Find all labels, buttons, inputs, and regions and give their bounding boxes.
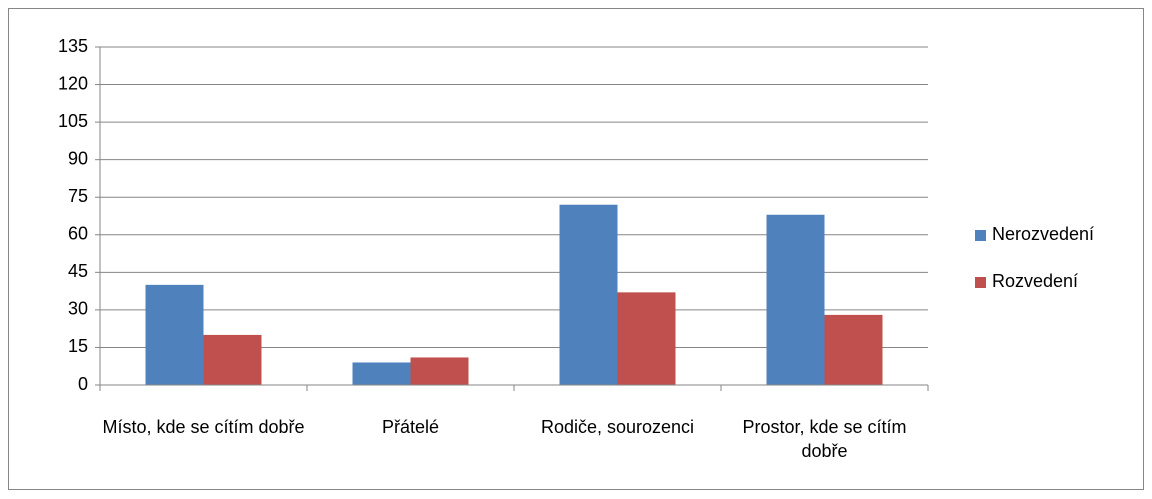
y-tick-label: 120: [58, 73, 88, 93]
bar: [617, 292, 676, 385]
x-tick-label: Přátelé: [381, 417, 440, 437]
x-tick-label: Rodiče, sourozenci: [540, 417, 695, 437]
x-tick-label: Prostor, kde se cítím dobře: [742, 417, 907, 461]
y-tick-label: 30: [68, 299, 88, 319]
bar: [559, 204, 618, 385]
y-tick-label: 45: [68, 261, 88, 281]
bar: [352, 362, 411, 385]
legend-label: Nerozvedení: [992, 224, 1094, 244]
bar: [145, 284, 204, 385]
legend-swatch: [975, 277, 986, 288]
bar: [824, 314, 883, 385]
legend-label: Rozvedení: [992, 271, 1078, 291]
bar: [766, 214, 825, 385]
bar: [203, 334, 262, 385]
y-tick-label: 0: [78, 374, 88, 394]
y-tick-label: 135: [58, 36, 88, 56]
legend-swatch: [975, 230, 986, 241]
y-tick-label: 15: [68, 336, 88, 356]
y-tick-label: 75: [68, 186, 88, 206]
y-tick-label: 105: [58, 111, 88, 131]
x-tick-label: Místo, kde se cítím dobře: [102, 417, 305, 437]
bar: [410, 357, 469, 385]
y-tick-label: 60: [68, 224, 88, 244]
y-tick-label: 90: [68, 148, 88, 168]
